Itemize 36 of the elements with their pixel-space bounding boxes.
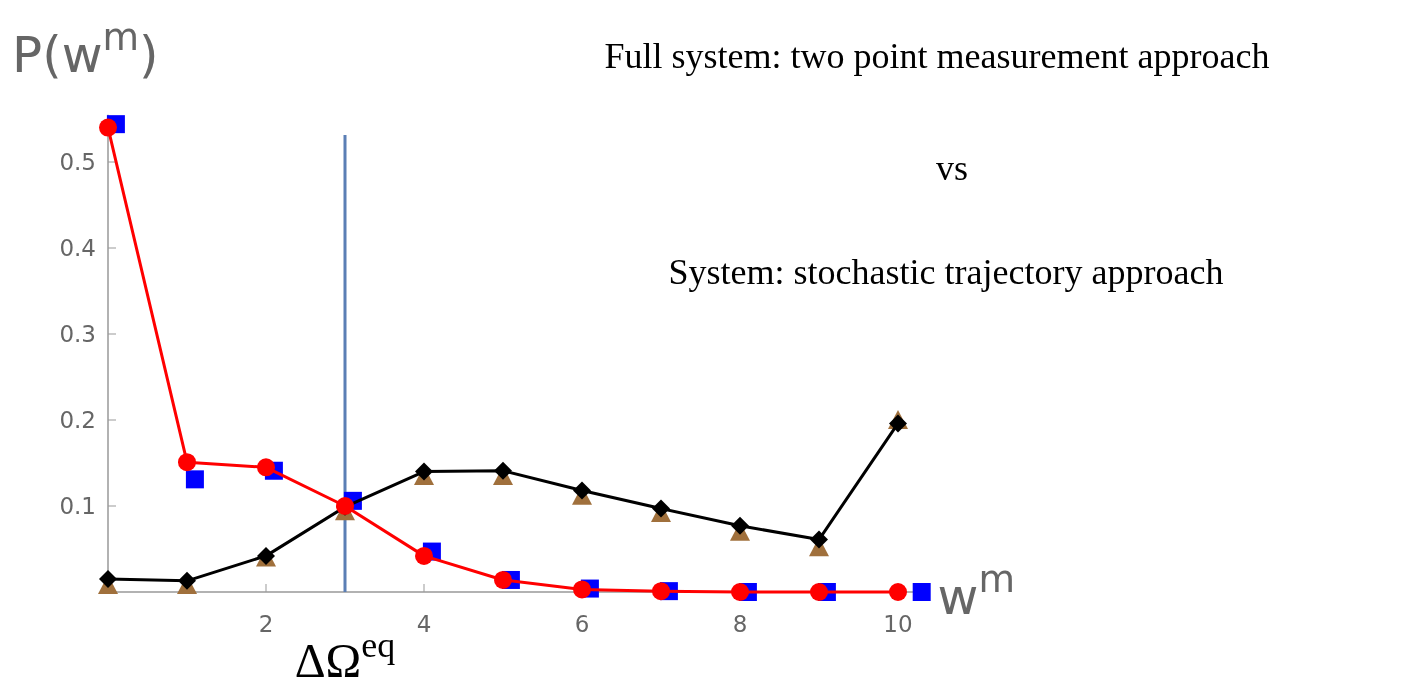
point: [178, 571, 196, 590]
y-tick-label: 0.5: [59, 149, 96, 175]
y-tick-label: 0.4: [59, 235, 96, 261]
x-tick-label: 4: [416, 611, 432, 637]
annotation: System: stochastic trajectory approach: [668, 252, 1224, 292]
x-tick-label: 6: [574, 611, 590, 637]
point: [494, 570, 512, 589]
point: [731, 516, 749, 535]
point: [178, 453, 196, 472]
point: [889, 414, 907, 433]
y-tick-label: 0.1: [59, 493, 96, 519]
point: [731, 583, 749, 601]
x-tick-label: 10: [883, 611, 913, 637]
ref-line-label: ΔΩ$^{eq}$: [294, 625, 396, 683]
point: [652, 582, 670, 601]
y-axis-title: P(w$^{m}$): [12, 15, 159, 84]
y-tick-label: 0.3: [59, 321, 96, 347]
text: vs: [935, 148, 969, 188]
point: [99, 118, 117, 137]
point: [494, 461, 512, 480]
point: [810, 530, 828, 549]
x-tick-label: 8: [732, 611, 748, 637]
x-tick-label: 2: [258, 611, 274, 637]
point: [652, 499, 670, 518]
point: [810, 583, 828, 601]
point: [912, 583, 931, 601]
point: [573, 481, 591, 500]
chart-title: Full system: two point measurement approach: [604, 36, 1270, 76]
point: [99, 570, 117, 589]
point: [889, 583, 907, 601]
point: [415, 546, 433, 565]
point: [185, 470, 204, 489]
point: [573, 580, 591, 599]
x-axis-title: w$^{m}$: [937, 557, 1016, 626]
point: [257, 458, 275, 477]
y-tick-label: 0.2: [59, 407, 96, 433]
